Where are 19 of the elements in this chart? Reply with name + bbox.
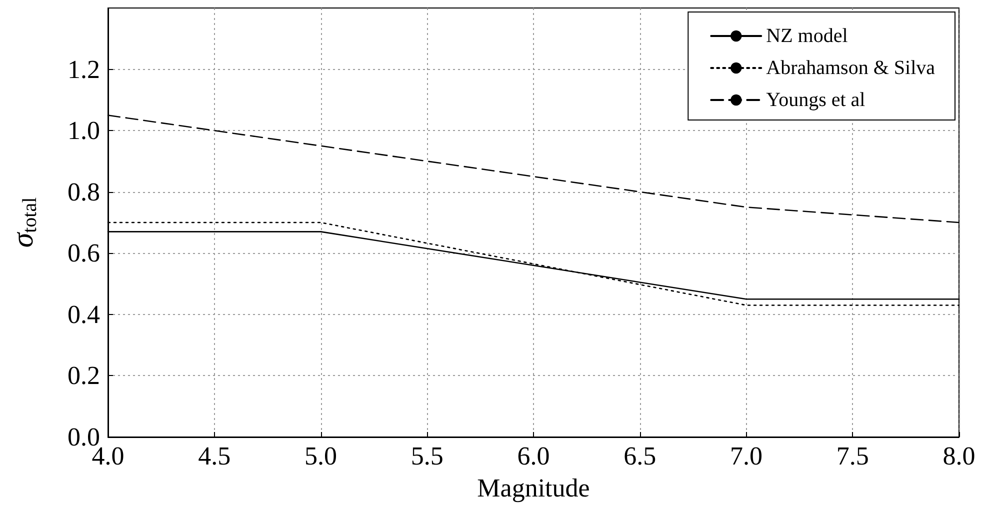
legend-label: NZ model [766,25,848,47]
y-axis-title: σtotal [6,196,41,248]
legend-label: Youngs et al [766,89,866,111]
x-tick-label: 5.5 [410,442,444,470]
x-tick-label: 7.5 [836,442,869,470]
y-tick-label: 0.6 [68,238,100,268]
x-axis-title: Magnitude [477,474,590,502]
x-tick-label: 8.0 [942,442,976,470]
x-tick-label: 4.5 [198,442,231,470]
y-tick-label: 0.4 [68,300,100,329]
y-tick-label: 1.2 [68,54,100,84]
legend-label: Abrahamson & Silva [766,57,936,79]
y-tick-label: 0.2 [68,361,100,390]
y-tick-label: 1.0 [68,116,100,146]
x-tick-label: 6.0 [517,442,550,470]
x-tick-label: 5.0 [304,442,337,470]
x-tick-label: 6.5 [624,442,656,470]
x-tick-label: 7.0 [730,442,762,470]
y-tick-label: 0.8 [68,177,100,206]
